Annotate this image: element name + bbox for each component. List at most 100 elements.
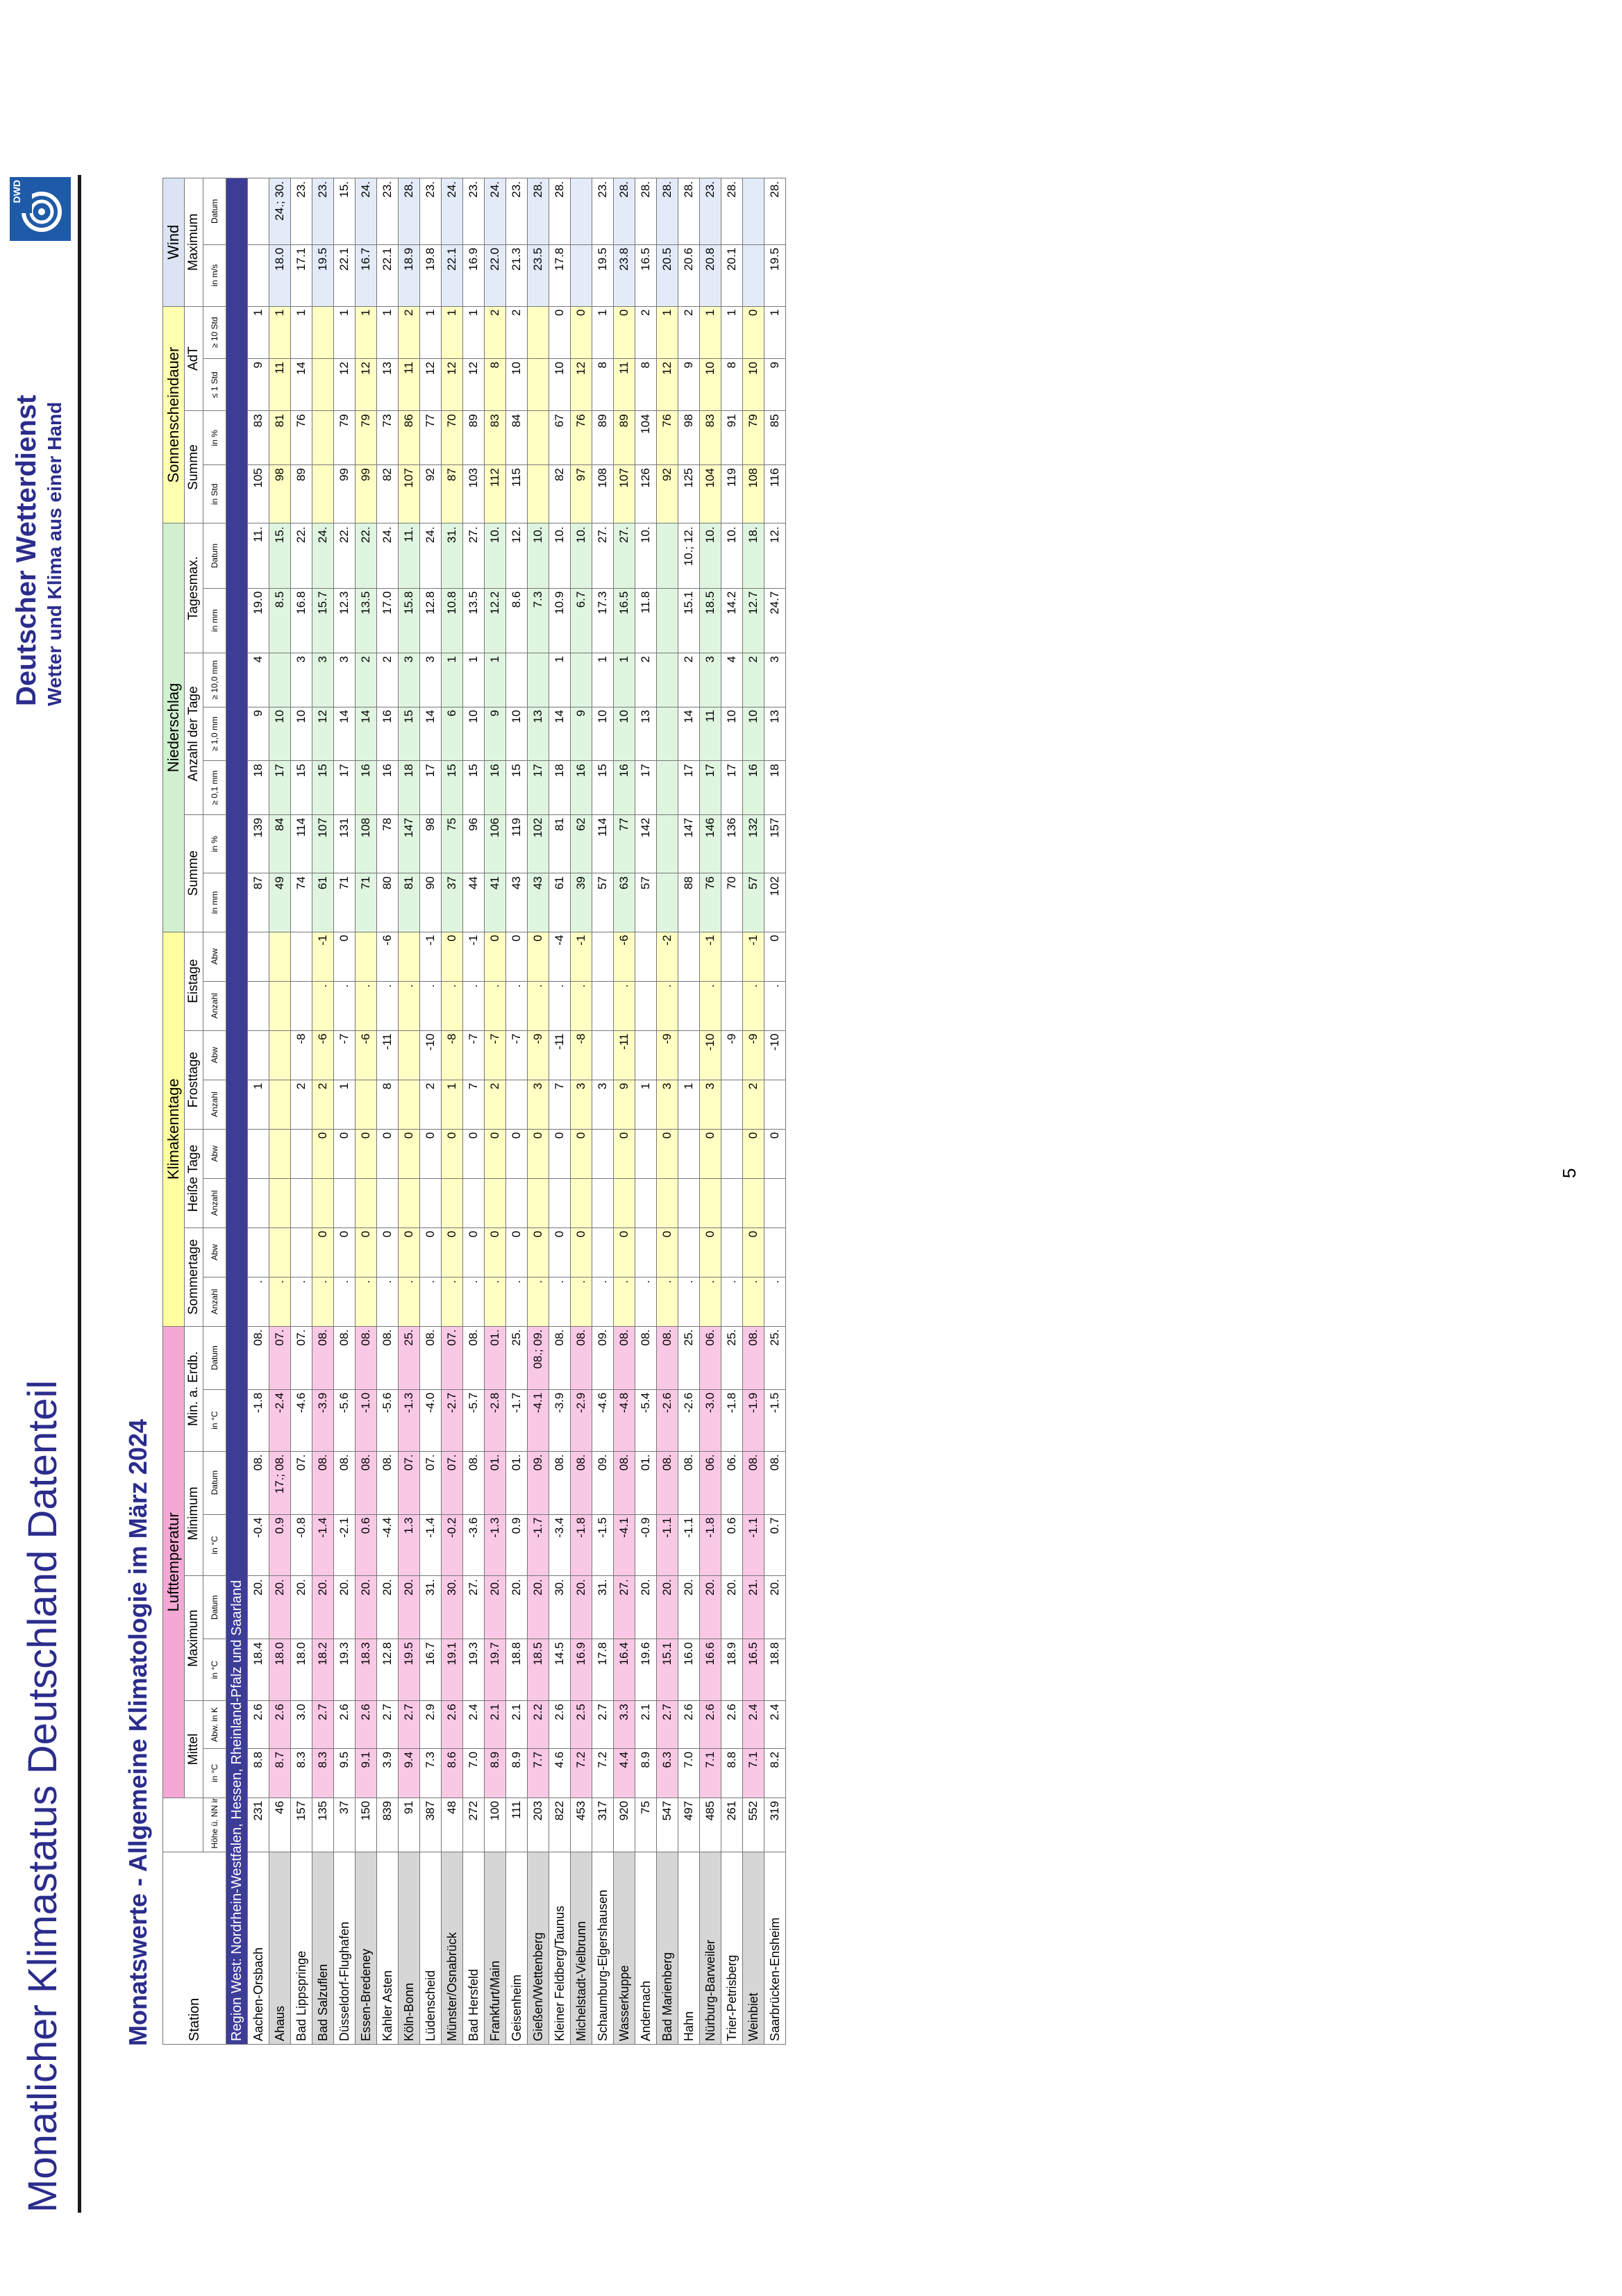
table-cell: 89 [290, 464, 312, 523]
table-cell: 08. [333, 1326, 356, 1390]
table-cell: 28. [549, 178, 571, 245]
table-cell: -11 [376, 1030, 399, 1080]
table-cell [247, 1227, 269, 1277]
table-cell: 08. [333, 1451, 356, 1515]
station-name: Frankfurt/Main [484, 1852, 506, 2045]
unit-cell: in m/s [203, 244, 226, 307]
table-cell: 10. [699, 523, 721, 589]
table-cell: 102 [527, 814, 549, 873]
table-cell [570, 653, 592, 707]
table-cell [312, 1178, 334, 1228]
table-cell: 28. [527, 178, 549, 245]
table-cell: 0 [527, 932, 549, 982]
table-cell: 319 [764, 1798, 786, 1852]
table-cell: 203 [527, 1798, 549, 1852]
table-cell: 89 [613, 410, 635, 465]
page-number: 5 [1559, 1168, 1580, 1178]
table-cell: 839 [376, 1798, 399, 1852]
table-cell: . [462, 981, 485, 1031]
table-cell: 07. [290, 1451, 312, 1515]
subheader-mittel: Mittel [184, 1700, 203, 1798]
table-cell: 08. [764, 1451, 786, 1515]
table-cell: 24. [484, 178, 506, 245]
table-cell: 0 [527, 1227, 549, 1277]
table-cell: 1 [462, 306, 485, 359]
table-cell: 12.8 [376, 1639, 399, 1701]
table-cell: 23. [290, 178, 312, 245]
table-cell: 10 [269, 707, 291, 761]
table-cell: 27. [592, 523, 614, 589]
table-cell: 14 [290, 358, 312, 411]
header-blank [162, 1798, 203, 1852]
table-cell: -2.6 [678, 1389, 700, 1452]
table-cell: 24. [419, 523, 442, 589]
unit-cell: ≥ 10,0 mm [203, 653, 226, 707]
table-cell: 15.1 [678, 588, 700, 653]
table-cell: 6.7 [570, 588, 592, 653]
table-cell: 0 [570, 306, 592, 359]
table-cell: 74 [290, 873, 312, 932]
table-cell: -4.4 [376, 1514, 399, 1576]
table-cell: 19.3 [333, 1639, 356, 1701]
unit-cell: Anzahl [203, 1178, 226, 1228]
table-cell: 08. [742, 1451, 764, 1515]
table-cell: 20. [312, 1575, 334, 1639]
table-cell: 67 [549, 410, 571, 465]
table-cell: 49 [269, 873, 291, 932]
unit-cell: in % [203, 410, 226, 465]
table-cell: 0 [764, 1129, 786, 1179]
table-cell: -0.2 [441, 1514, 463, 1576]
table-cell: 2.7 [376, 1700, 399, 1749]
table-cell: 19.0 [247, 588, 269, 653]
table-cell: 2.5 [570, 1700, 592, 1749]
table-cell: 157 [764, 814, 786, 873]
table-cell: 3.9 [376, 1748, 399, 1798]
table-cell: . [269, 1277, 291, 1327]
table-cell: 9.1 [355, 1748, 377, 1798]
table-cell: 08. [635, 1326, 657, 1390]
table-cell: 1 [441, 306, 463, 359]
table-cell: 25. [678, 1326, 700, 1390]
table-cell: -6 [312, 1030, 334, 1080]
table-cell: 25. [398, 1326, 420, 1390]
table-cell [269, 1129, 291, 1179]
table-cell: 10 [721, 707, 743, 761]
table-cell: 2 [398, 306, 420, 359]
table-cell: 6.3 [656, 1748, 678, 1798]
header-lufttemperatur: Lufttemperatur [162, 1326, 185, 1798]
table-cell: 0 [462, 1227, 485, 1277]
table-cell: . [419, 981, 442, 1031]
table-cell: 23. [462, 178, 485, 245]
table-cell: 20. [635, 1575, 657, 1639]
table-cell [269, 1178, 291, 1228]
table-cell: 84 [269, 814, 291, 873]
table-cell: 20. [699, 1575, 721, 1639]
dwd-wordmark: Deutscher Wetterdienst Wetter und Klima … [11, 395, 66, 706]
table-cell [678, 1227, 700, 1277]
table-cell: . [312, 981, 334, 1031]
table-cell: 8 [592, 358, 614, 411]
table-cell: 1 [441, 1080, 463, 1130]
table-cell [269, 1080, 291, 1130]
table-cell: 1 [678, 1080, 700, 1130]
table-cell: 7.1 [742, 1748, 764, 1798]
table-cell [527, 358, 549, 411]
table-cell [570, 178, 592, 245]
unit-cell: Anzahl [203, 981, 226, 1031]
table-cell: 2.9 [419, 1700, 442, 1749]
table-cell: 104 [699, 464, 721, 523]
table-cell: 7.3 [419, 1748, 442, 1798]
table-cell: 0 [441, 1129, 463, 1179]
table-row: Weinbiet 552 7.1 2.4 16.5 21. -1.1 08. -1.9 08.. 0… [742, 178, 764, 2045]
table-cell: 81 [269, 410, 291, 465]
table-cell: 14.2 [721, 588, 743, 653]
table-cell [656, 1178, 678, 1228]
table-cell: 17.3 [592, 588, 614, 653]
table-cell: 37 [333, 1798, 356, 1852]
table-cell: 18 [549, 760, 571, 815]
table-cell: 16.9 [462, 244, 485, 307]
header-niederschlag: Niederschlag [162, 523, 185, 932]
unit-cell: in mm [203, 873, 226, 932]
org-tagline: Wetter und Klima aus einer Hand [44, 401, 65, 706]
table-cell [484, 1178, 506, 1228]
